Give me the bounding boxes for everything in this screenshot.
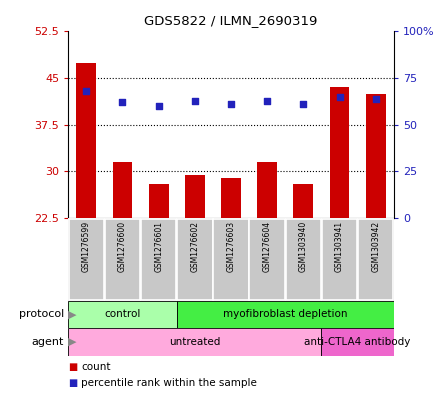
- Bar: [213, 219, 249, 300]
- Text: GSM1303940: GSM1303940: [299, 220, 308, 272]
- Text: agent: agent: [31, 337, 64, 347]
- Point: [300, 101, 307, 107]
- Point: [372, 95, 379, 102]
- Bar: [177, 301, 394, 328]
- Point: [227, 101, 235, 107]
- Text: ▶: ▶: [68, 309, 76, 320]
- Bar: [177, 219, 213, 300]
- Bar: [221, 178, 241, 218]
- Text: GSM1303941: GSM1303941: [335, 220, 344, 272]
- Title: GDS5822 / ILMN_2690319: GDS5822 / ILMN_2690319: [144, 15, 318, 28]
- Bar: [68, 328, 322, 356]
- Bar: [185, 174, 205, 218]
- Bar: [257, 162, 277, 218]
- Bar: [149, 184, 169, 218]
- Text: GSM1276599: GSM1276599: [82, 220, 91, 272]
- Bar: [141, 219, 176, 300]
- Point: [191, 97, 198, 104]
- Text: count: count: [81, 362, 111, 373]
- Text: protocol: protocol: [18, 309, 64, 320]
- Text: ■: ■: [68, 362, 77, 373]
- Bar: [293, 184, 313, 218]
- Text: GSM1303942: GSM1303942: [371, 220, 380, 272]
- Bar: [330, 87, 349, 218]
- Point: [264, 97, 271, 104]
- Bar: [68, 301, 177, 328]
- Bar: [286, 219, 321, 300]
- Text: untreated: untreated: [169, 337, 220, 347]
- Text: GSM1276603: GSM1276603: [227, 220, 235, 272]
- Text: GSM1276602: GSM1276602: [191, 220, 199, 272]
- Point: [83, 88, 90, 94]
- Text: ■: ■: [68, 378, 77, 388]
- Text: control: control: [104, 309, 141, 320]
- Bar: [322, 219, 357, 300]
- Bar: [366, 94, 386, 218]
- Point: [336, 94, 343, 100]
- Point: [119, 99, 126, 105]
- Bar: [77, 62, 96, 218]
- Bar: [249, 219, 285, 300]
- Bar: [358, 219, 393, 300]
- Bar: [322, 328, 394, 356]
- Point: [155, 103, 162, 109]
- Bar: [105, 219, 140, 300]
- Bar: [113, 162, 132, 218]
- Text: percentile rank within the sample: percentile rank within the sample: [81, 378, 257, 388]
- Bar: [69, 219, 104, 300]
- Text: GSM1276601: GSM1276601: [154, 220, 163, 272]
- Text: anti-CTLA4 antibody: anti-CTLA4 antibody: [304, 337, 411, 347]
- Text: GSM1276600: GSM1276600: [118, 220, 127, 272]
- Text: myofibroblast depletion: myofibroblast depletion: [223, 309, 348, 320]
- Text: GSM1276604: GSM1276604: [263, 220, 271, 272]
- Text: ▶: ▶: [68, 337, 76, 347]
